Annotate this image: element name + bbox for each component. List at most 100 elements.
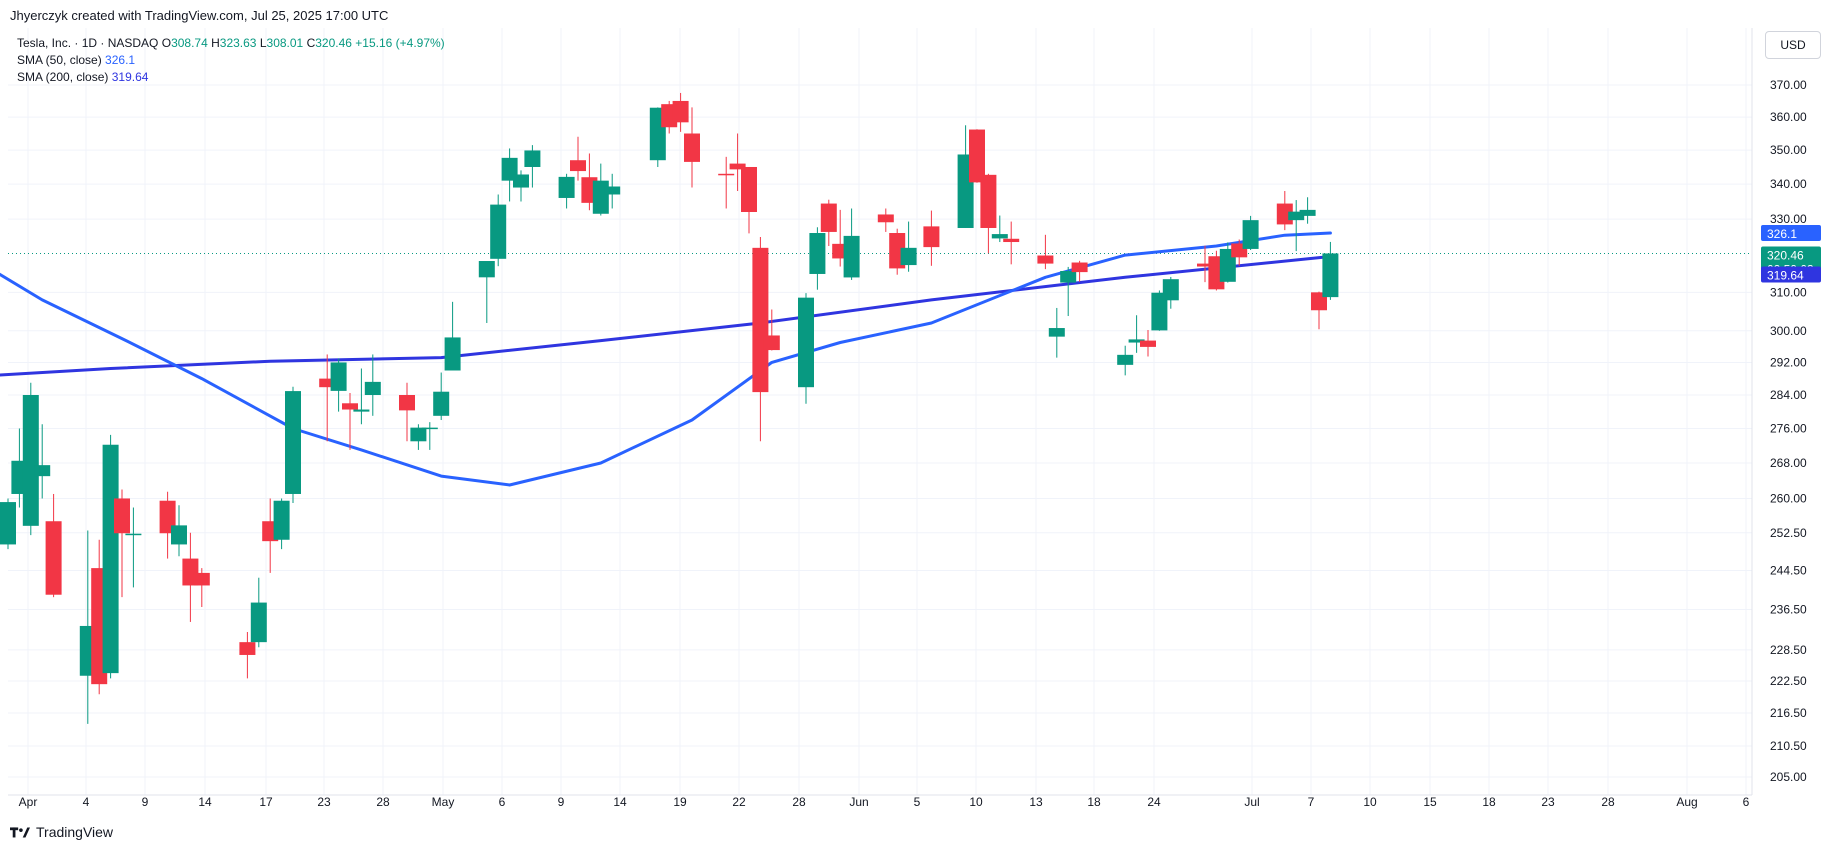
candle xyxy=(1151,290,1168,331)
candle xyxy=(45,493,62,598)
candle-body xyxy=(570,160,586,172)
candle xyxy=(513,170,529,202)
candle xyxy=(342,392,358,450)
legend-high-label: H xyxy=(211,36,220,50)
candle xyxy=(604,173,621,209)
candle-body xyxy=(1151,292,1168,331)
sma50-label: SMA (50, close) xyxy=(17,53,102,67)
legend-close-value: 320.46 xyxy=(315,36,352,50)
candle-body xyxy=(1003,238,1020,243)
x-tick-label: 18 xyxy=(1087,795,1101,809)
legend-sma50-row[interactable]: SMA (50, close) 326.1 xyxy=(17,52,445,69)
candle-body xyxy=(421,427,438,430)
candle-body xyxy=(1140,340,1156,347)
candle xyxy=(980,173,997,254)
candle xyxy=(798,293,814,404)
x-tick-label: 14 xyxy=(198,795,212,809)
candle-body xyxy=(239,642,256,655)
x-tick-label: 4 xyxy=(83,795,90,809)
currency-button[interactable]: USD xyxy=(1765,31,1821,59)
candle xyxy=(273,498,290,550)
candle-body xyxy=(0,502,16,545)
chart-legend: Tesla, Inc. · 1D · NASDAQ O308.74 H323.6… xyxy=(17,35,445,86)
sma50-badge-text: 326.1 xyxy=(1767,227,1797,241)
y-tick-label: 370.00 xyxy=(1770,78,1807,92)
candles xyxy=(0,92,1339,724)
legend-sma200-row[interactable]: SMA (200, close) 319.64 xyxy=(17,69,445,86)
candle-body xyxy=(1242,220,1259,249)
candle xyxy=(171,505,187,557)
candle-body xyxy=(22,395,39,526)
candle xyxy=(102,434,119,679)
y-tick-label: 210.50 xyxy=(1770,739,1807,753)
candle-body xyxy=(114,498,130,534)
y-tick-label: 276.00 xyxy=(1770,421,1807,435)
candle xyxy=(729,133,746,192)
candle xyxy=(923,210,940,266)
x-tick-label: 13 xyxy=(1029,795,1043,809)
legend-change: +15.16 (+4.97%) xyxy=(355,36,445,50)
candle xyxy=(877,208,894,232)
candle-body xyxy=(798,297,814,388)
legend-ohlc-row: Tesla, Inc. · 1D · NASDAQ O308.74 H323.6… xyxy=(17,35,445,52)
candle-body xyxy=(444,337,461,371)
sma200-badge: 319.64 xyxy=(1761,266,1821,283)
candle-body xyxy=(809,233,826,274)
candle xyxy=(684,107,700,188)
candle xyxy=(1071,260,1088,282)
candle-body xyxy=(592,180,609,214)
x-tick-label: 9 xyxy=(558,795,565,809)
candle xyxy=(22,382,39,536)
legend-open-label: O xyxy=(161,36,172,50)
sma200-line xyxy=(0,255,1332,377)
candle-body xyxy=(159,500,176,534)
y-tick-label: 350.00 xyxy=(1770,143,1807,157)
candle-body xyxy=(991,234,1008,239)
sma200-label: SMA (200, close) xyxy=(17,70,109,84)
sma50-line xyxy=(0,231,1332,487)
x-tick-label: 28 xyxy=(1601,795,1615,809)
sma50-badge: 326.1 xyxy=(1761,225,1821,242)
tradingview-icon xyxy=(10,827,30,838)
x-tick-label: 23 xyxy=(1541,795,1555,809)
candle xyxy=(1003,221,1020,265)
candle-body xyxy=(1048,328,1065,337)
candle-body xyxy=(171,525,187,545)
legend-low-value: 308.01 xyxy=(266,36,304,50)
candle-body xyxy=(969,129,985,183)
candle-body xyxy=(1197,263,1213,267)
candle-body xyxy=(478,261,495,278)
candle-body xyxy=(980,174,997,228)
candle xyxy=(1037,234,1054,270)
candle-body xyxy=(342,403,358,410)
candle-body xyxy=(250,602,267,643)
candle-body xyxy=(285,391,301,494)
y-tick-label: 244.50 xyxy=(1770,564,1807,578)
candle xyxy=(421,422,438,450)
candle-body xyxy=(752,247,769,393)
candle xyxy=(1242,215,1259,251)
candle xyxy=(969,129,985,183)
sma200-badge-text: 319.64 xyxy=(1767,268,1804,282)
author-credit: Jhyerczyk created with TradingView.com, … xyxy=(10,8,389,23)
candle-body xyxy=(433,391,450,416)
x-tick-label: 9 xyxy=(142,795,149,809)
candle-body xyxy=(193,572,210,586)
candle-body xyxy=(1162,279,1179,301)
x-tick-label: Apr xyxy=(19,795,38,809)
candle-body xyxy=(410,427,427,442)
candle xyxy=(900,221,917,272)
candle xyxy=(410,424,427,450)
candle-body xyxy=(364,381,381,396)
candle xyxy=(433,372,450,421)
candle-body xyxy=(900,247,917,266)
tradingview-logo[interactable]: TradingView xyxy=(10,824,113,840)
candle-body xyxy=(604,186,621,195)
candle xyxy=(741,166,757,234)
candle xyxy=(570,136,586,181)
x-tick-label: 5 xyxy=(914,795,921,809)
candle xyxy=(1140,329,1156,357)
sma50-badge-bg xyxy=(1761,225,1821,242)
candle-body xyxy=(125,533,142,536)
